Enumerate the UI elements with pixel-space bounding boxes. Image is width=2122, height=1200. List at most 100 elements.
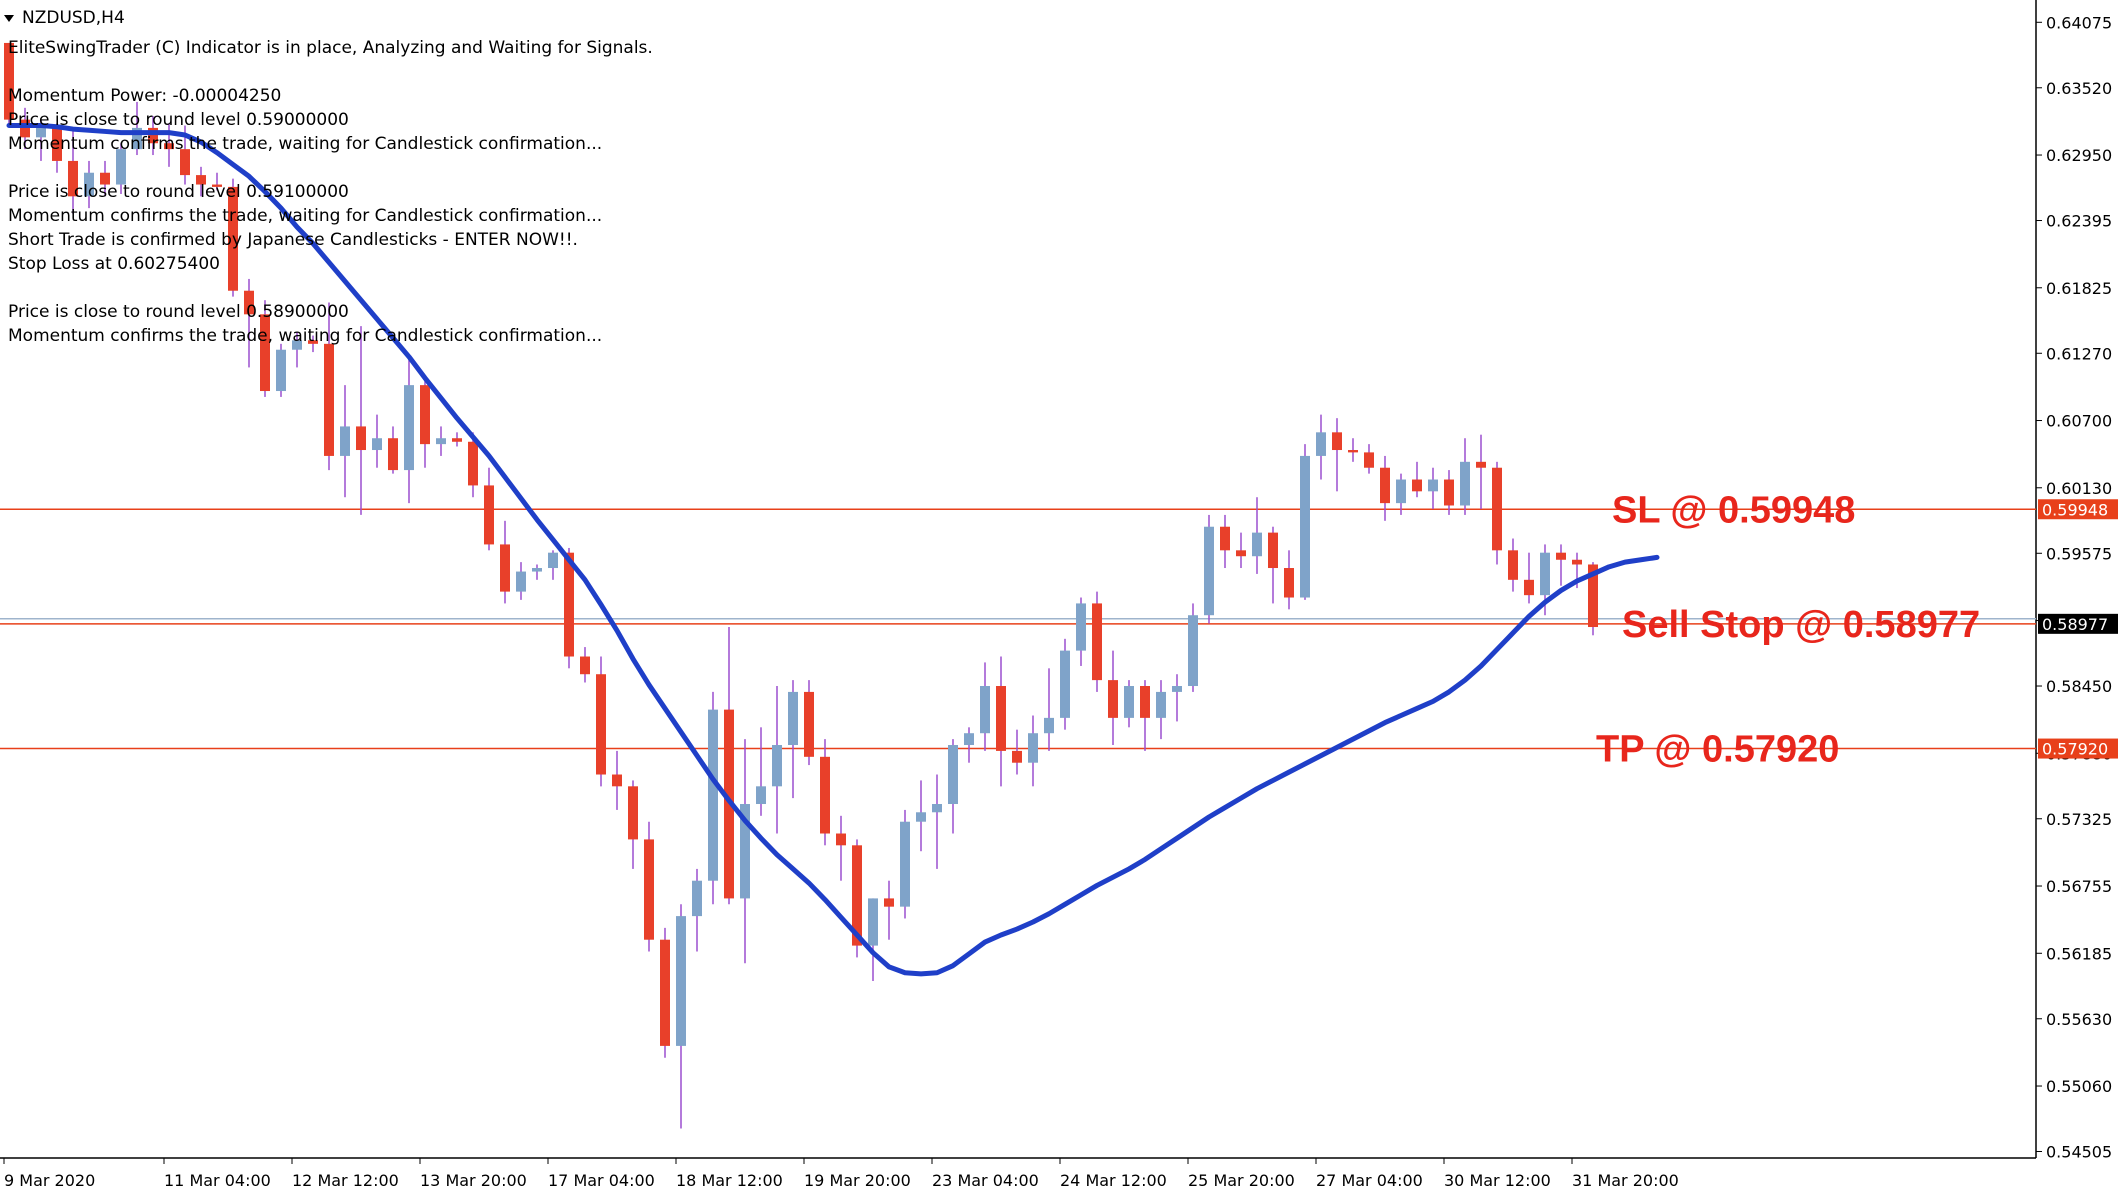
candle xyxy=(820,756,830,834)
indicator-line: Short Trade is confirmed by Japanese Can… xyxy=(8,230,578,250)
x-tick-label: 19 Mar 20:00 xyxy=(804,1171,911,1190)
candle xyxy=(324,343,334,456)
candle xyxy=(420,385,430,445)
candle xyxy=(708,709,718,881)
candle xyxy=(356,426,366,451)
indicator-line: Momentum confirms the trade, waiting for… xyxy=(8,134,602,154)
candle xyxy=(772,745,782,787)
candle xyxy=(1236,550,1246,557)
candle xyxy=(1492,467,1502,551)
level-annotation: TP @ 0.57920 xyxy=(1596,729,1839,771)
triangle-down-icon[interactable] xyxy=(4,15,14,22)
candle xyxy=(148,127,158,144)
x-tick-label: 18 Mar 12:00 xyxy=(676,1171,783,1190)
level-lines: 0.59948 0.58977 0.57920 xyxy=(0,499,2118,759)
candle xyxy=(1028,733,1038,763)
candle xyxy=(196,175,206,185)
y-tick-label: 0.54505 xyxy=(2046,1143,2112,1162)
candle xyxy=(4,42,14,120)
candle xyxy=(868,898,878,946)
level-price-tag-label: 0.58977 xyxy=(2042,615,2108,634)
candle xyxy=(228,186,238,291)
x-tick-label: 9 Mar 2020 xyxy=(4,1171,95,1190)
candle xyxy=(292,340,302,350)
x-tick-label: 11 Mar 04:00 xyxy=(164,1171,271,1190)
candle xyxy=(596,674,606,775)
level-price-tag xyxy=(2038,499,2118,520)
candle xyxy=(1012,750,1022,763)
candle xyxy=(468,441,478,486)
candle xyxy=(372,438,382,451)
candle xyxy=(68,160,78,197)
y-tick-label: 0.62950 xyxy=(2046,146,2112,165)
candle xyxy=(276,349,286,392)
candle xyxy=(1220,526,1230,551)
y-tick-label: 0.63520 xyxy=(2046,79,2112,98)
candle xyxy=(740,804,750,899)
price-axis: 0.64075 0.63520 0.62950 0.62395 0.61825 0.612… xyxy=(0,0,2112,1162)
indicator-line: Momentum Power: -0.00004250 xyxy=(8,86,281,106)
candle xyxy=(1076,603,1086,651)
candle xyxy=(1268,532,1278,569)
candle xyxy=(1508,550,1518,580)
indicator-line: EliteSwingTrader (C) Indicator is in pla… xyxy=(8,38,653,58)
candle xyxy=(1332,432,1342,451)
candle xyxy=(1460,461,1470,506)
candle xyxy=(612,774,622,787)
candle xyxy=(1204,526,1214,616)
candle xyxy=(628,786,638,840)
candle xyxy=(1412,479,1422,492)
candle xyxy=(580,656,590,675)
candle xyxy=(1380,467,1390,504)
candle xyxy=(212,184,222,187)
moving-average-line xyxy=(6,123,1660,977)
y-tick-label: 0.55630 xyxy=(2046,1010,2112,1029)
candle xyxy=(404,385,414,471)
candle xyxy=(692,880,702,917)
y-tick-label: 0.55060 xyxy=(2046,1077,2112,1096)
candle xyxy=(100,172,110,185)
candle xyxy=(1284,568,1294,598)
candle xyxy=(1348,450,1358,453)
indicator-line: Momentum confirms the trade, waiting for… xyxy=(8,206,602,226)
x-tick-label: 17 Mar 04:00 xyxy=(548,1171,655,1190)
time-axis: 9 Mar 2020 11 Mar 04:00 12 Mar 12:00 13 Mar… xyxy=(3,1158,1679,1190)
candle xyxy=(164,143,174,150)
candle xyxy=(1316,432,1326,456)
candle xyxy=(1124,686,1134,718)
candle xyxy=(964,733,974,746)
candle xyxy=(1156,691,1166,718)
x-tick-label: 12 Mar 12:00 xyxy=(292,1171,399,1190)
candle xyxy=(916,812,926,822)
candle xyxy=(1476,461,1486,468)
indicator-line: Price is close to round level 0.59000000 xyxy=(8,110,349,130)
candle xyxy=(1364,452,1374,468)
indicator-line: Momentum confirms the trade, waiting for… xyxy=(8,326,602,346)
indicator-line: Price is close to round level 0.58900000 xyxy=(8,302,349,322)
candle xyxy=(1300,455,1310,598)
level-price-tag xyxy=(2038,738,2118,759)
level-price-tag-label: 0.57920 xyxy=(2042,740,2108,759)
level-annotation: SL @ 0.59948 xyxy=(1612,489,1855,531)
x-tick-label: 24 Mar 12:00 xyxy=(1060,1171,1167,1190)
candle xyxy=(116,149,126,185)
candle xyxy=(1044,717,1054,734)
candle xyxy=(788,691,798,746)
candle xyxy=(932,804,942,813)
candle xyxy=(980,686,990,734)
candle xyxy=(996,686,1006,751)
candle xyxy=(836,833,846,846)
y-tick-label: 0.58450 xyxy=(2046,677,2112,696)
y-tick-label: 0.57325 xyxy=(2046,810,2112,829)
candle xyxy=(1444,479,1454,506)
candle xyxy=(1556,552,1566,560)
x-tick-label: 30 Mar 12:00 xyxy=(1444,1171,1551,1190)
candle xyxy=(436,438,446,445)
candle xyxy=(180,149,190,176)
candle xyxy=(1572,559,1582,565)
candle xyxy=(132,127,142,150)
candle xyxy=(1540,552,1550,596)
level-price-tag-label: 0.59948 xyxy=(2042,500,2108,519)
